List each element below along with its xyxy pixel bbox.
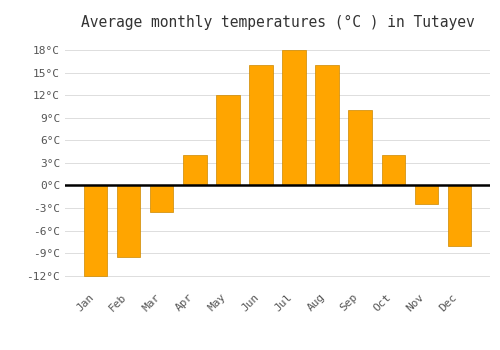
Bar [414,186,438,204]
Bar [150,186,174,212]
Bar [316,65,338,186]
Bar [382,155,404,186]
Bar [216,95,240,186]
Bar [250,65,272,186]
Title: Average monthly temperatures (°C ) in Tutayev: Average monthly temperatures (°C ) in Tu… [80,15,474,30]
Bar [282,50,306,186]
Bar [118,186,141,257]
Bar [84,186,108,276]
Bar [184,155,206,186]
Bar [348,110,372,186]
Bar [448,186,470,246]
